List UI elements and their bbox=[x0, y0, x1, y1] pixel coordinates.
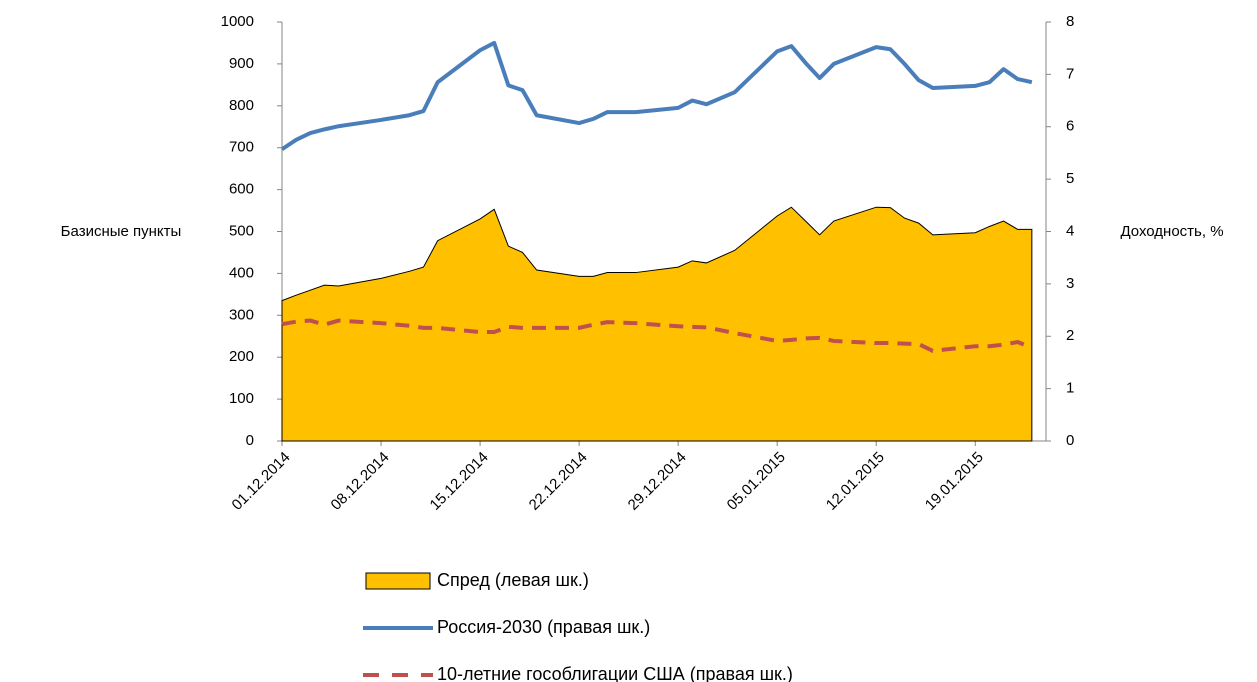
y2-tick-label: 7 bbox=[1066, 65, 1074, 82]
y2-tick-label: 3 bbox=[1066, 275, 1074, 292]
x-tick-label: 19.01.2015 bbox=[922, 449, 987, 514]
y-tick-label: 200 bbox=[229, 348, 254, 365]
y-tick-label: 300 bbox=[229, 306, 254, 323]
y-tick-label: 800 bbox=[229, 97, 254, 114]
y-tick-label: 500 bbox=[229, 222, 254, 239]
dashed-line bbox=[281, 318, 1033, 353]
y2-tick-label: 4 bbox=[1066, 222, 1074, 239]
y-tick-label: 400 bbox=[229, 264, 254, 281]
x-tick-label: 29.12.2014 bbox=[625, 449, 690, 514]
x-tick-label: 12.01.2015 bbox=[823, 449, 888, 514]
y-tick-label: 600 bbox=[229, 181, 254, 198]
y2-tick-label: 8 bbox=[1066, 13, 1074, 30]
y2-tick-label: 5 bbox=[1066, 170, 1074, 187]
y-tick-label: 700 bbox=[229, 139, 254, 156]
y-tick-label: 900 bbox=[229, 55, 254, 72]
y-axis-label: Базисные пункты bbox=[61, 223, 182, 240]
legend-label: Россия-2030 (правая шк.) bbox=[437, 617, 650, 637]
x-tick-label: 22.12.2014 bbox=[526, 449, 591, 514]
y-tick-label: 1000 bbox=[221, 13, 254, 30]
legend-label: Спред (левая шк.) bbox=[437, 570, 589, 590]
y2-tick-label: 0 bbox=[1066, 432, 1074, 449]
legend-label: 10-летние гособлигации США (правая шк.) bbox=[437, 664, 793, 682]
x-tick-label: 05.01.2015 bbox=[724, 449, 789, 514]
legend-swatch bbox=[365, 572, 431, 590]
y-tick-label: 100 bbox=[229, 390, 254, 407]
y2-tick-label: 2 bbox=[1066, 327, 1074, 344]
x-tick-label: 01.12.2014 bbox=[229, 449, 294, 514]
x-tick-label: 15.12.2014 bbox=[427, 449, 492, 514]
y2-tick-label: 6 bbox=[1066, 118, 1074, 135]
y-tick-label: 0 bbox=[246, 432, 254, 449]
x-tick-label: 08.12.2014 bbox=[328, 449, 393, 514]
y2-tick-label: 1 bbox=[1066, 380, 1074, 397]
line bbox=[280, 40, 1033, 151]
y2-axis-label: Доходность, % bbox=[1120, 223, 1223, 240]
